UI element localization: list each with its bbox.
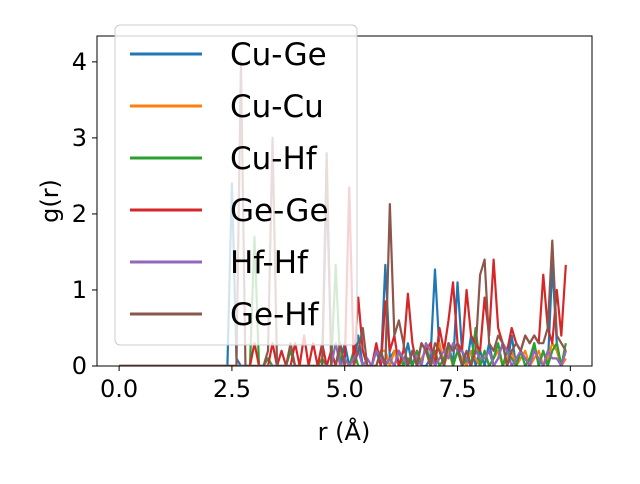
x-tick-label: 10.0	[544, 375, 597, 403]
legend-label: Ge-Ge	[230, 193, 329, 229]
series-line	[119, 60, 567, 366]
plot-lines	[119, 60, 567, 366]
y-tick-label: 3	[72, 124, 87, 152]
x-tick-label: 7.5	[438, 375, 476, 403]
series-line	[119, 342, 567, 366]
x-tick-label: 0.0	[100, 375, 138, 403]
y-tick-label: 4	[72, 48, 87, 76]
y-tick-label: 2	[72, 200, 87, 228]
y-tick-label: 1	[72, 276, 87, 304]
legend-label: Hf-Hf	[230, 245, 309, 281]
x-tick-label: 5.0	[326, 375, 364, 403]
legend-label: Cu-Ge	[230, 37, 327, 73]
legend-label: Cu-Cu	[230, 89, 324, 125]
y-axis-label: g(r)	[36, 179, 64, 223]
x-axis-label: r (Å)	[318, 417, 371, 446]
legend-label: Ge-Hf	[230, 297, 320, 333]
x-tick-label: 2.5	[213, 375, 251, 403]
legend-label: Cu-Hf	[230, 141, 318, 177]
y-tick-label: 0	[72, 352, 87, 380]
